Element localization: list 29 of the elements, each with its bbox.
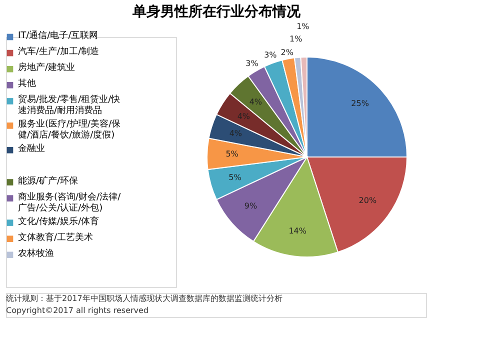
legend-label: IT/通信/电子/互联网 xyxy=(18,30,98,41)
data-label: 9% xyxy=(244,202,258,211)
data-label: 1% xyxy=(296,22,310,32)
data-label: 3% xyxy=(246,59,259,68)
legend-label: 汽车/生产/加工/制造 xyxy=(18,46,100,58)
data-label: 4% xyxy=(237,112,250,121)
legend-label: 贸易/批发/零售/租赁业/快速消费品/耐用消费品 xyxy=(18,94,120,116)
data-label: 5% xyxy=(228,172,242,182)
chart-title: 单身男性所在行业分布情况 xyxy=(131,4,302,20)
data-label: 5% xyxy=(226,150,239,159)
legend-label: 农林牧渔 xyxy=(18,248,54,259)
text: 统计规则：基于2017年中国职场人情感现状大调查数据库的数据监测统计分析 xyxy=(6,294,282,303)
data-label: 3% xyxy=(264,50,278,60)
data-label: 25% xyxy=(351,98,370,108)
legend-label: 文体教育/工艺美术 xyxy=(18,232,94,243)
text: Copyright©2017 all rights reserved xyxy=(6,306,149,315)
data-label: 14% xyxy=(288,226,307,236)
legend-label: 文化/传媒/娱乐/体育 xyxy=(18,216,100,227)
legend-label: 能源/矿产/环保 xyxy=(18,175,78,186)
legend-label: 其他 xyxy=(18,78,36,90)
data-label: 4% xyxy=(229,128,242,138)
data-label: 2% xyxy=(280,48,294,57)
legend-label: 房地产/建筑业 xyxy=(18,62,76,74)
legend-label: 服务业(医疗/护理/美容/保健/酒店/餐饮/旅游/度假) xyxy=(18,118,121,141)
legend-label: 商业服务(咨询/财会/法律/广告/公关/认证/外包) xyxy=(18,191,122,214)
data-label: 1% xyxy=(290,34,303,44)
data-label: 4% xyxy=(249,97,262,106)
data-label: 20% xyxy=(358,196,377,206)
legend-label: 金融业 xyxy=(18,143,45,154)
